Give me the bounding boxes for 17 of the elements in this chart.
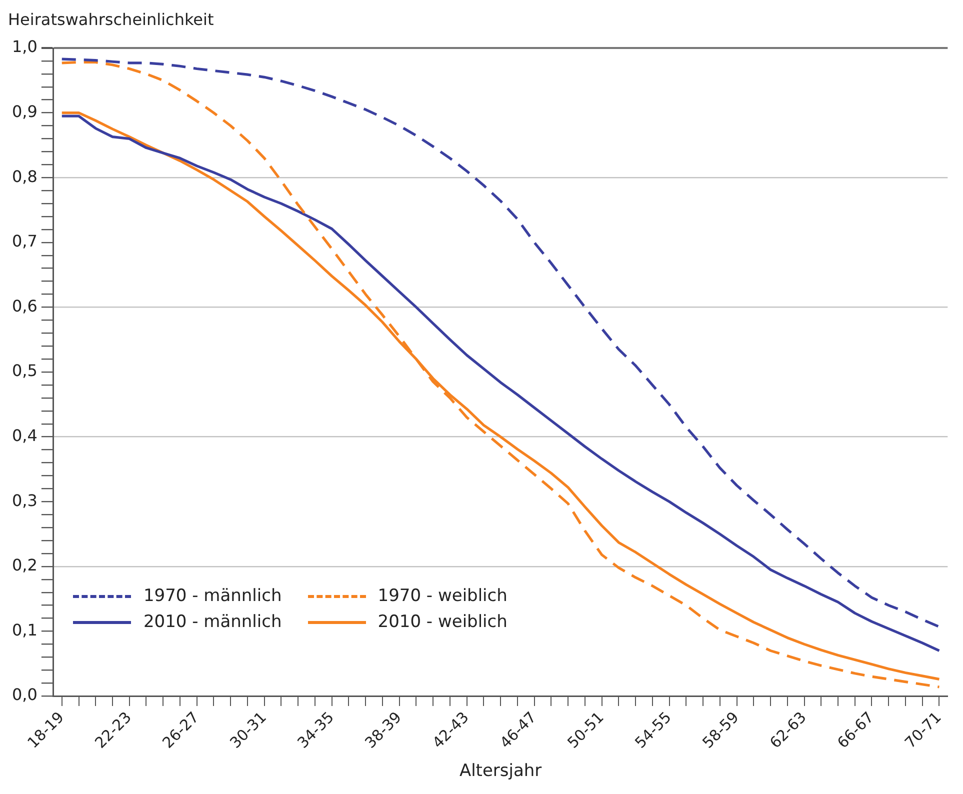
legend-label: 1970 - weiblich [378, 586, 508, 606]
y-tick-label: 0,6 [12, 296, 38, 316]
y-tick-label: 0,7 [12, 232, 38, 251]
y-tick-label: 0,3 [12, 490, 38, 510]
y-tick-label: 0,5 [12, 361, 38, 380]
y-tick-label: 0,9 [12, 102, 38, 121]
y-tick-label: 0,2 [12, 556, 38, 575]
y-tick-label: 1,0 [12, 37, 38, 56]
y-tick-label: 0,0 [12, 685, 38, 704]
y-tick-label: 0,4 [12, 426, 38, 445]
y-tick-label: 0,1 [12, 620, 38, 640]
legend-label: 2010 - weiblich [378, 612, 508, 632]
legend-label: 1970 - männlich [143, 586, 282, 606]
legend-label: 2010 - männlich [143, 612, 282, 632]
y-axis-title: Heiratswahrscheinlichkeit [8, 10, 214, 29]
x-axis-title: Altersjahr [459, 761, 542, 782]
y-tick-label: 0,8 [12, 166, 38, 186]
